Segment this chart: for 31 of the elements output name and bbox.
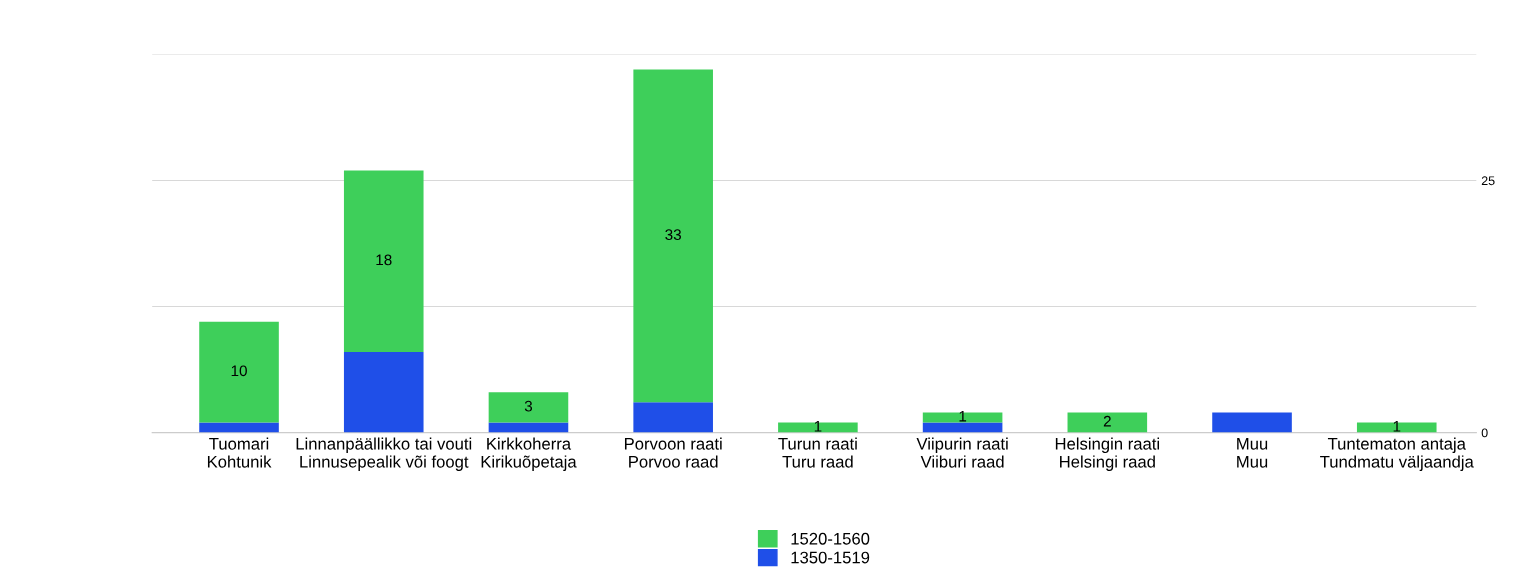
bar: [633, 69, 713, 403]
bar: [1067, 412, 1148, 433]
bar: [922, 412, 1003, 423]
x-tick-label: Tuomari Kohtunik: [207, 437, 272, 468]
x-tick-label: Viipurin raati Viiburi raad: [916, 437, 1008, 468]
bar: [343, 170, 424, 352]
x-tick-label: Muu Muu: [1237, 438, 1268, 468]
x-tick-label: Turun raati Turu raad: [778, 437, 857, 468]
x-tick-label: Helsingin raati Helsingi raad: [1055, 437, 1159, 471]
bar: [199, 422, 279, 433]
bar: [488, 392, 569, 423]
data-label: 10: [231, 365, 247, 377]
data-label: 33: [665, 229, 681, 241]
data-label: 1: [1393, 421, 1401, 432]
x-tick-label: Kirkkoherra Kirikuõpetaja: [481, 437, 577, 471]
data-label: 1: [814, 421, 822, 432]
x-tick-label: Tuntematon antaja Tundmatu väljaandja: [1320, 437, 1474, 471]
bar: [199, 321, 279, 423]
y-tick-label: 0: [1481, 428, 1488, 438]
bar: [343, 351, 424, 433]
y-tick-label: 25: [1481, 176, 1495, 186]
data-label: 3: [524, 400, 533, 412]
x-tick-label: Linnanpäällikko tai vouti Linnusepealik või foogt: [296, 437, 472, 471]
bar: [1212, 412, 1292, 433]
bar: [633, 402, 713, 433]
data-label: 18: [376, 254, 392, 266]
x-tick-label: Porvoon raati Porvoo raad: [624, 437, 722, 468]
data-label: 2: [1103, 415, 1111, 427]
legend-label: 1350-1519: [791, 551, 870, 564]
legend-label: 1520-1560: [791, 532, 870, 545]
data-label: 1: [959, 410, 967, 422]
